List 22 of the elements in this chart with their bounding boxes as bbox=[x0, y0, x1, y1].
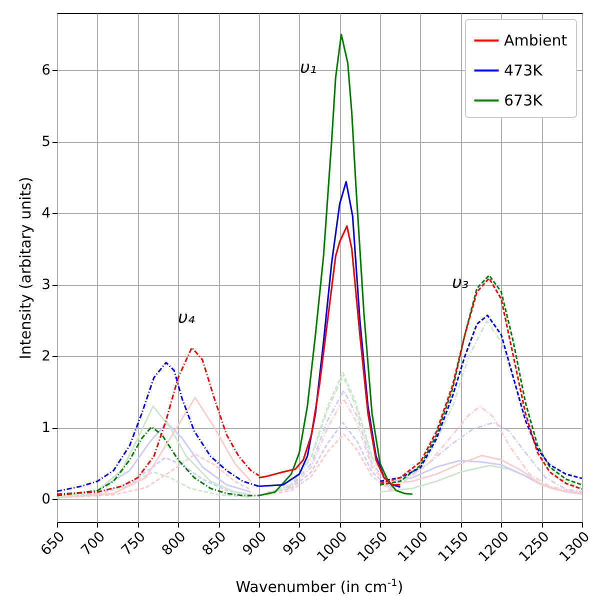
y-tick-label: 5 bbox=[42, 134, 50, 150]
y-tick-label: 6 bbox=[42, 62, 51, 79]
annotation: υ₁ bbox=[300, 58, 317, 78]
x-tick-label: 650 bbox=[38, 528, 68, 560]
x-tick-label: 850 bbox=[199, 528, 230, 560]
x-tick-label: 700 bbox=[78, 528, 108, 560]
x-tick-label: 800 bbox=[159, 528, 190, 560]
y-tick-label: 2 bbox=[42, 348, 50, 365]
legend-label: Ambient bbox=[504, 32, 568, 50]
y-tick-label: 4 bbox=[42, 206, 51, 222]
x-tick-label: 950 bbox=[280, 528, 310, 560]
y-axis-title: Intensity (arbitary units) bbox=[16, 176, 35, 360]
legend-label: 673K bbox=[504, 92, 544, 110]
y-tick-label: 0 bbox=[42, 492, 50, 508]
legend-label: 473K bbox=[504, 62, 544, 80]
y-tick-label: 3 bbox=[42, 277, 50, 294]
annotation: υ₃ bbox=[452, 273, 469, 293]
x-tick-label: 750 bbox=[118, 528, 149, 560]
annotation: υ₄ bbox=[178, 308, 195, 328]
x-tick-label: 900 bbox=[240, 528, 270, 560]
y-tick-label: 1 bbox=[42, 420, 50, 436]
x-axis-title: Wavenumber (in cm$^{-1}$) bbox=[234, 578, 404, 596]
